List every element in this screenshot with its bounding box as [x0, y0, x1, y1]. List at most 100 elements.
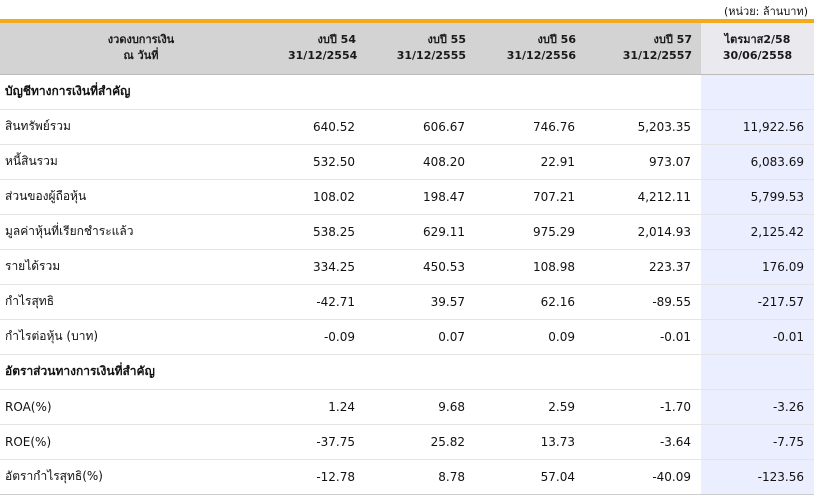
table-row: ROA(%) 1.24 9.68 2.59 -1.70 -3.26: [0, 389, 814, 425]
value-cell: -42.71: [282, 284, 365, 320]
value-cell: 450.53: [365, 249, 475, 285]
row-label: ROA(%): [0, 389, 282, 425]
period-date: 31/12/2557: [622, 49, 692, 63]
value-cell: 57.04: [475, 459, 585, 495]
table-row: หนี้สินรวม 532.50 408.20 22.91 973.07 6,083.6…: [0, 144, 814, 180]
value-cell: 0.07: [365, 319, 475, 355]
value-cell: 2.59: [475, 389, 585, 425]
period-header-2556: งบปี 56 31/12/2556: [475, 19, 585, 75]
value-cell: 25.82: [365, 424, 475, 460]
value-cell: [475, 354, 585, 390]
value-cell: 746.76: [475, 109, 585, 145]
row-label: กำไรสุทธิ: [0, 284, 282, 320]
value-cell: 2,125.42: [701, 214, 814, 250]
value-cell: [585, 74, 701, 110]
value-cell: -0.01: [701, 319, 814, 355]
period-header-2555: งบปี 55 31/12/2555: [365, 19, 475, 75]
value-cell: 9.68: [365, 389, 475, 425]
value-cell: [282, 354, 365, 390]
value-cell: 11,922.56: [701, 109, 814, 145]
value-cell: -40.09: [585, 459, 701, 495]
row-label: อัตรากำไรสุทธิ(%): [0, 459, 282, 495]
value-cell: -7.75: [701, 424, 814, 460]
value-cell: -3.64: [585, 424, 701, 460]
value-cell: 629.11: [365, 214, 475, 250]
value-cell: 532.50: [282, 144, 365, 180]
value-cell: [701, 74, 814, 110]
row-label: กำไรต่อหุ้น (บาท): [0, 319, 282, 355]
value-cell: [365, 74, 475, 110]
value-cell: 6,083.69: [701, 144, 814, 180]
table-row: อัตรากำไรสุทธิ(%) -12.78 8.78 57.04 -40.09 -1…: [0, 459, 814, 495]
value-cell: 707.21: [475, 179, 585, 215]
value-cell: 973.07: [585, 144, 701, 180]
section-header-row: บัญชีทางการเงินที่สำคัญ: [0, 74, 814, 110]
row-label: หนี้สินรวม: [0, 144, 282, 180]
period-title: ไตรมาส2/58: [724, 33, 791, 47]
table-row: กำไรต่อหุ้น (บาท) -0.09 0.07 0.09 -0.01 -0.01: [0, 319, 814, 355]
value-cell: [365, 354, 475, 390]
table-row: มูลค่าหุ้นที่เรียกชำระแล้ว 538.25 629.11 97…: [0, 214, 814, 250]
value-cell: 22.91: [475, 144, 585, 180]
value-cell: [585, 354, 701, 390]
section-title: บัญชีทางการเงินที่สำคัญ: [0, 74, 282, 110]
table-header: งวดงบการเงิน ณ วันที่ งบปี 54 31/12/2554…: [0, 19, 814, 75]
value-cell: -123.56: [701, 459, 814, 495]
value-cell: 223.37: [585, 249, 701, 285]
period-title: งบปี 55: [427, 33, 466, 47]
row-label: รายได้รวม: [0, 249, 282, 285]
period-title: งบปี 54: [317, 33, 356, 47]
value-cell: [282, 74, 365, 110]
value-cell: -89.55: [585, 284, 701, 320]
value-cell: 640.52: [282, 109, 365, 145]
period-header-2557: งบปี 57 31/12/2557: [585, 19, 701, 75]
header-row: งวดงบการเงิน ณ วันที่ งบปี 54 31/12/2554…: [0, 19, 814, 75]
row-label: สินทรัพย์รวม: [0, 109, 282, 145]
period-date: 30/06/2558: [722, 49, 793, 63]
section-header-row: อัตราส่วนทางการเงินที่สำคัญ: [0, 354, 814, 390]
table-row: สินทรัพย์รวม 640.52 606.67 746.76 5,203.35 11…: [0, 109, 814, 145]
value-cell: [475, 74, 585, 110]
value-cell: 2,014.93: [585, 214, 701, 250]
period-label-header: งวดงบการเงิน ณ วันที่: [0, 19, 282, 75]
value-cell: [701, 354, 814, 390]
period-header-2554: งบปี 54 31/12/2554: [282, 19, 365, 75]
row-label: ROE(%): [0, 424, 282, 460]
table-row: ส่วนของผู้ถือหุ้น 108.02 198.47 707.21 4,212…: [0, 179, 814, 215]
unit-note: (หน่วย: ล้านบาท): [723, 5, 808, 18]
value-cell: 13.73: [475, 424, 585, 460]
table-row: รายได้รวม 334.25 450.53 108.98 223.37 176.09: [0, 249, 814, 285]
period-date: 31/12/2556: [506, 49, 576, 63]
value-cell: 108.02: [282, 179, 365, 215]
period-title: งบปี 57: [653, 33, 692, 47]
value-cell: 0.09: [475, 319, 585, 355]
value-cell: 4,212.11: [585, 179, 701, 215]
row-label: ส่วนของผู้ถือหุ้น: [0, 179, 282, 215]
value-cell: 62.16: [475, 284, 585, 320]
value-cell: 538.25: [282, 214, 365, 250]
financial-table: งวดงบการเงิน ณ วันที่ งบปี 54 31/12/2554…: [0, 19, 814, 495]
value-cell: -3.26: [701, 389, 814, 425]
value-cell: -1.70: [585, 389, 701, 425]
value-cell: 1.24: [282, 389, 365, 425]
period-date: 31/12/2555: [396, 49, 466, 63]
value-cell: 975.29: [475, 214, 585, 250]
period-title: งบปี 56: [537, 33, 576, 47]
value-cell: 606.67: [365, 109, 475, 145]
value-cell: -0.01: [585, 319, 701, 355]
value-cell: 408.20: [365, 144, 475, 180]
period-date: 31/12/2554: [288, 49, 358, 63]
table-row: ROE(%) -37.75 25.82 13.73 -3.64 -7.75: [0, 424, 814, 460]
value-cell: -217.57: [701, 284, 814, 320]
value-cell: 8.78: [365, 459, 475, 495]
value-cell: 334.25: [282, 249, 365, 285]
value-cell: 5,799.53: [701, 179, 814, 215]
period-label-line1: งวดงบการเงิน: [107, 33, 175, 47]
value-cell: -0.09: [282, 319, 365, 355]
table-body: บัญชีทางการเงินที่สำคัญ สินทรัพย์รวม 640.5…: [0, 74, 814, 495]
table-row: กำไรสุทธิ -42.71 39.57 62.16 -89.55 -217.57: [0, 284, 814, 320]
value-cell: 39.57: [365, 284, 475, 320]
period-label-line2: ณ วันที่: [123, 49, 159, 63]
value-cell: 108.98: [475, 249, 585, 285]
value-cell: 198.47: [365, 179, 475, 215]
